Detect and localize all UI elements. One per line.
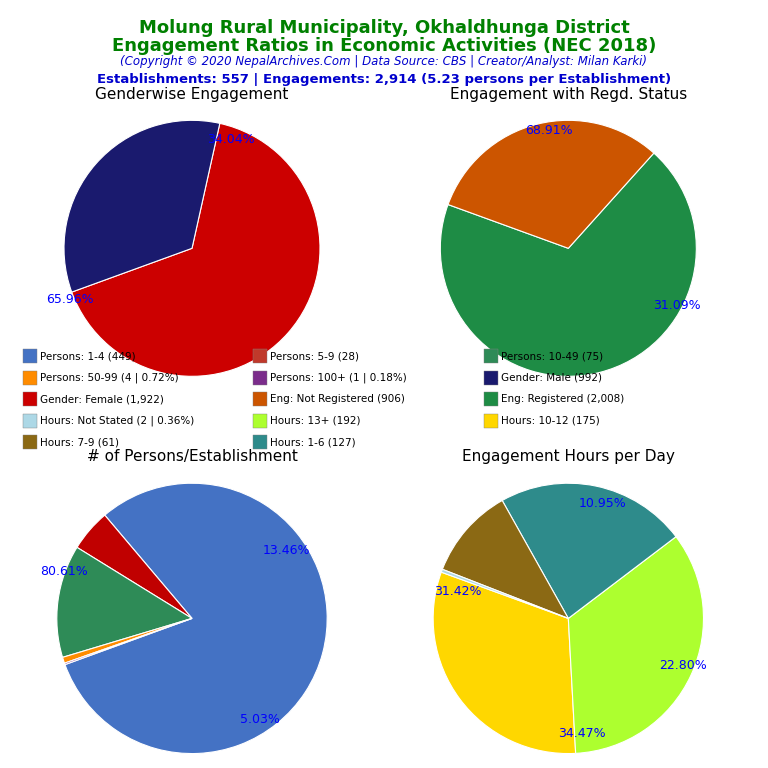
Text: Persons: 50-99 (4 | 0.72%): Persons: 50-99 (4 | 0.72%) [40, 372, 179, 383]
Text: 22.80%: 22.80% [660, 659, 707, 672]
Text: Gender: Male (992): Gender: Male (992) [501, 372, 602, 383]
Wedge shape [442, 569, 568, 618]
Text: 65.96%: 65.96% [47, 293, 94, 306]
Text: Eng: Not Registered (906): Eng: Not Registered (906) [270, 394, 406, 405]
Text: Engagement Ratios in Economic Activities (NEC 2018): Engagement Ratios in Economic Activities… [112, 37, 656, 55]
Title: Engagement with Regd. Status: Engagement with Regd. Status [450, 88, 687, 102]
Text: Persons: 1-4 (449): Persons: 1-4 (449) [40, 351, 136, 362]
Text: Hours: 13+ (192): Hours: 13+ (192) [270, 415, 361, 426]
Wedge shape [440, 153, 697, 376]
Text: Hours: 10-12 (175): Hours: 10-12 (175) [501, 415, 600, 426]
Text: 80.61%: 80.61% [40, 564, 88, 578]
Text: 5.03%: 5.03% [240, 713, 280, 727]
Wedge shape [65, 483, 327, 753]
Title: Genderwise Engagement: Genderwise Engagement [95, 88, 289, 102]
Wedge shape [442, 501, 568, 618]
Text: Persons: 5-9 (28): Persons: 5-9 (28) [270, 351, 359, 362]
Text: 34.47%: 34.47% [558, 727, 606, 740]
Text: Hours: 1-6 (127): Hours: 1-6 (127) [270, 437, 356, 448]
Text: Gender: Female (1,922): Gender: Female (1,922) [40, 394, 164, 405]
Title: Engagement Hours per Day: Engagement Hours per Day [462, 449, 675, 465]
Text: Hours: 7-9 (61): Hours: 7-9 (61) [40, 437, 119, 448]
Text: 10.95%: 10.95% [578, 497, 626, 510]
Text: Establishments: 557 | Engagements: 2,914 (5.23 persons per Establishment): Establishments: 557 | Engagements: 2,914… [97, 73, 671, 86]
Text: 68.91%: 68.91% [525, 124, 573, 137]
Wedge shape [568, 537, 703, 753]
Text: (Copyright © 2020 NepalArchives.Com | Data Source: CBS | Creator/Analyst: Milan : (Copyright © 2020 NepalArchives.Com | Da… [121, 55, 647, 68]
Wedge shape [62, 618, 192, 664]
Wedge shape [64, 121, 220, 292]
Wedge shape [71, 124, 320, 376]
Text: 31.09%: 31.09% [654, 300, 701, 313]
Text: 34.04%: 34.04% [207, 133, 254, 146]
Wedge shape [502, 483, 676, 618]
Text: 13.46%: 13.46% [263, 545, 310, 558]
Wedge shape [448, 121, 654, 248]
Wedge shape [77, 515, 192, 618]
Wedge shape [433, 572, 576, 753]
Text: Molung Rural Municipality, Okhaldhunga District: Molung Rural Municipality, Okhaldhunga D… [139, 19, 629, 37]
Wedge shape [57, 548, 192, 657]
Text: Persons: 10-49 (75): Persons: 10-49 (75) [501, 351, 603, 362]
Text: Hours: Not Stated (2 | 0.36%): Hours: Not Stated (2 | 0.36%) [40, 415, 194, 426]
Text: 31.42%: 31.42% [434, 585, 482, 598]
Text: Persons: 100+ (1 | 0.18%): Persons: 100+ (1 | 0.18%) [270, 372, 407, 383]
Title: # of Persons/Establishment: # of Persons/Establishment [87, 449, 297, 465]
Wedge shape [65, 618, 192, 664]
Text: Eng: Registered (2,008): Eng: Registered (2,008) [501, 394, 624, 405]
